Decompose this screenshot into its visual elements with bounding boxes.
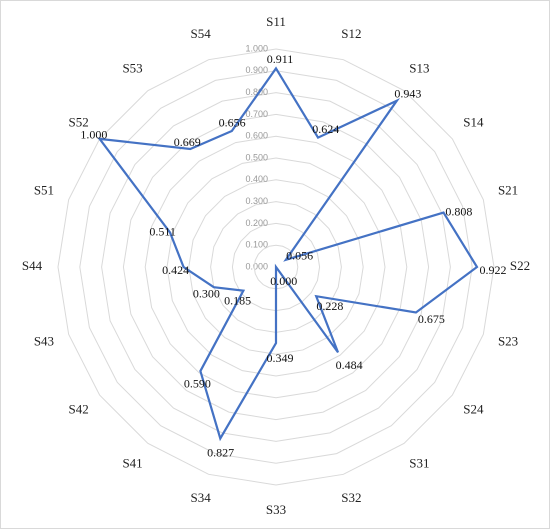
category-label: S53 (122, 61, 142, 76)
category-label: S34 (190, 490, 211, 505)
value-label: 0.911 (267, 52, 294, 66)
value-label: 0.000 (270, 274, 297, 288)
grid-ring (57, 48, 495, 486)
category-label: S41 (122, 455, 142, 470)
category-label: S24 (463, 401, 484, 416)
value-label: 0.590 (184, 377, 211, 391)
value-label: 0.511 (149, 225, 176, 239)
y-tick-label: 0.400 (245, 174, 268, 184)
grid-ring (144, 135, 408, 399)
value-label: 0.624 (312, 122, 339, 136)
category-label: S43 (34, 333, 54, 348)
value-label: 0.827 (207, 446, 234, 460)
value-label: 0.349 (267, 351, 294, 365)
value-label: 0.943 (394, 87, 421, 101)
y-tick-label: 0.200 (245, 218, 268, 228)
y-tick-label: 0.000 (245, 261, 268, 271)
value-label: 0.484 (336, 358, 363, 372)
category-label: S31 (409, 455, 429, 470)
value-label: 0.922 (479, 263, 506, 277)
y-tick-label: 1.000 (245, 43, 268, 53)
y-tick-label: 0.600 (245, 131, 268, 141)
category-label: S12 (341, 26, 361, 41)
category-label: S21 (498, 183, 518, 198)
value-label: 0.669 (174, 135, 201, 149)
grid-ring (188, 179, 364, 355)
category-label: S11 (266, 14, 286, 29)
y-tick-label: 0.700 (245, 109, 268, 119)
value-label: 1.000 (80, 128, 107, 142)
value-label: 0.675 (418, 312, 445, 326)
value-label: 0.656 (219, 115, 246, 129)
category-label: S42 (68, 401, 88, 416)
category-label: S44 (22, 258, 43, 273)
value-label: 0.808 (445, 205, 472, 219)
category-label: S51 (34, 183, 54, 198)
category-label: S13 (409, 61, 429, 76)
value-label: 0.300 (193, 287, 220, 301)
grid-ring (122, 113, 430, 421)
category-label: S22 (510, 258, 530, 273)
y-tick-label: 0.800 (245, 87, 268, 97)
category-label: S23 (498, 333, 518, 348)
value-label: 0.228 (316, 299, 343, 313)
value-label: 0.056 (286, 249, 313, 263)
series-line (97, 66, 479, 442)
y-tick-label: 0.900 (245, 65, 268, 75)
value-label: 0.185 (224, 294, 251, 308)
grid-ring (101, 92, 451, 442)
category-label: S54 (190, 26, 211, 41)
y-tick-label: 0.500 (245, 152, 268, 162)
y-tick-label: 0.300 (245, 196, 268, 206)
category-label: S52 (68, 115, 88, 130)
category-label: S14 (463, 115, 484, 130)
value-label: 0.424 (162, 263, 189, 277)
grid-ring (166, 157, 386, 377)
category-label: S33 (266, 502, 286, 517)
grid-ring (79, 70, 473, 464)
category-label: S32 (341, 490, 361, 505)
y-tick-label: 0.100 (245, 240, 268, 250)
